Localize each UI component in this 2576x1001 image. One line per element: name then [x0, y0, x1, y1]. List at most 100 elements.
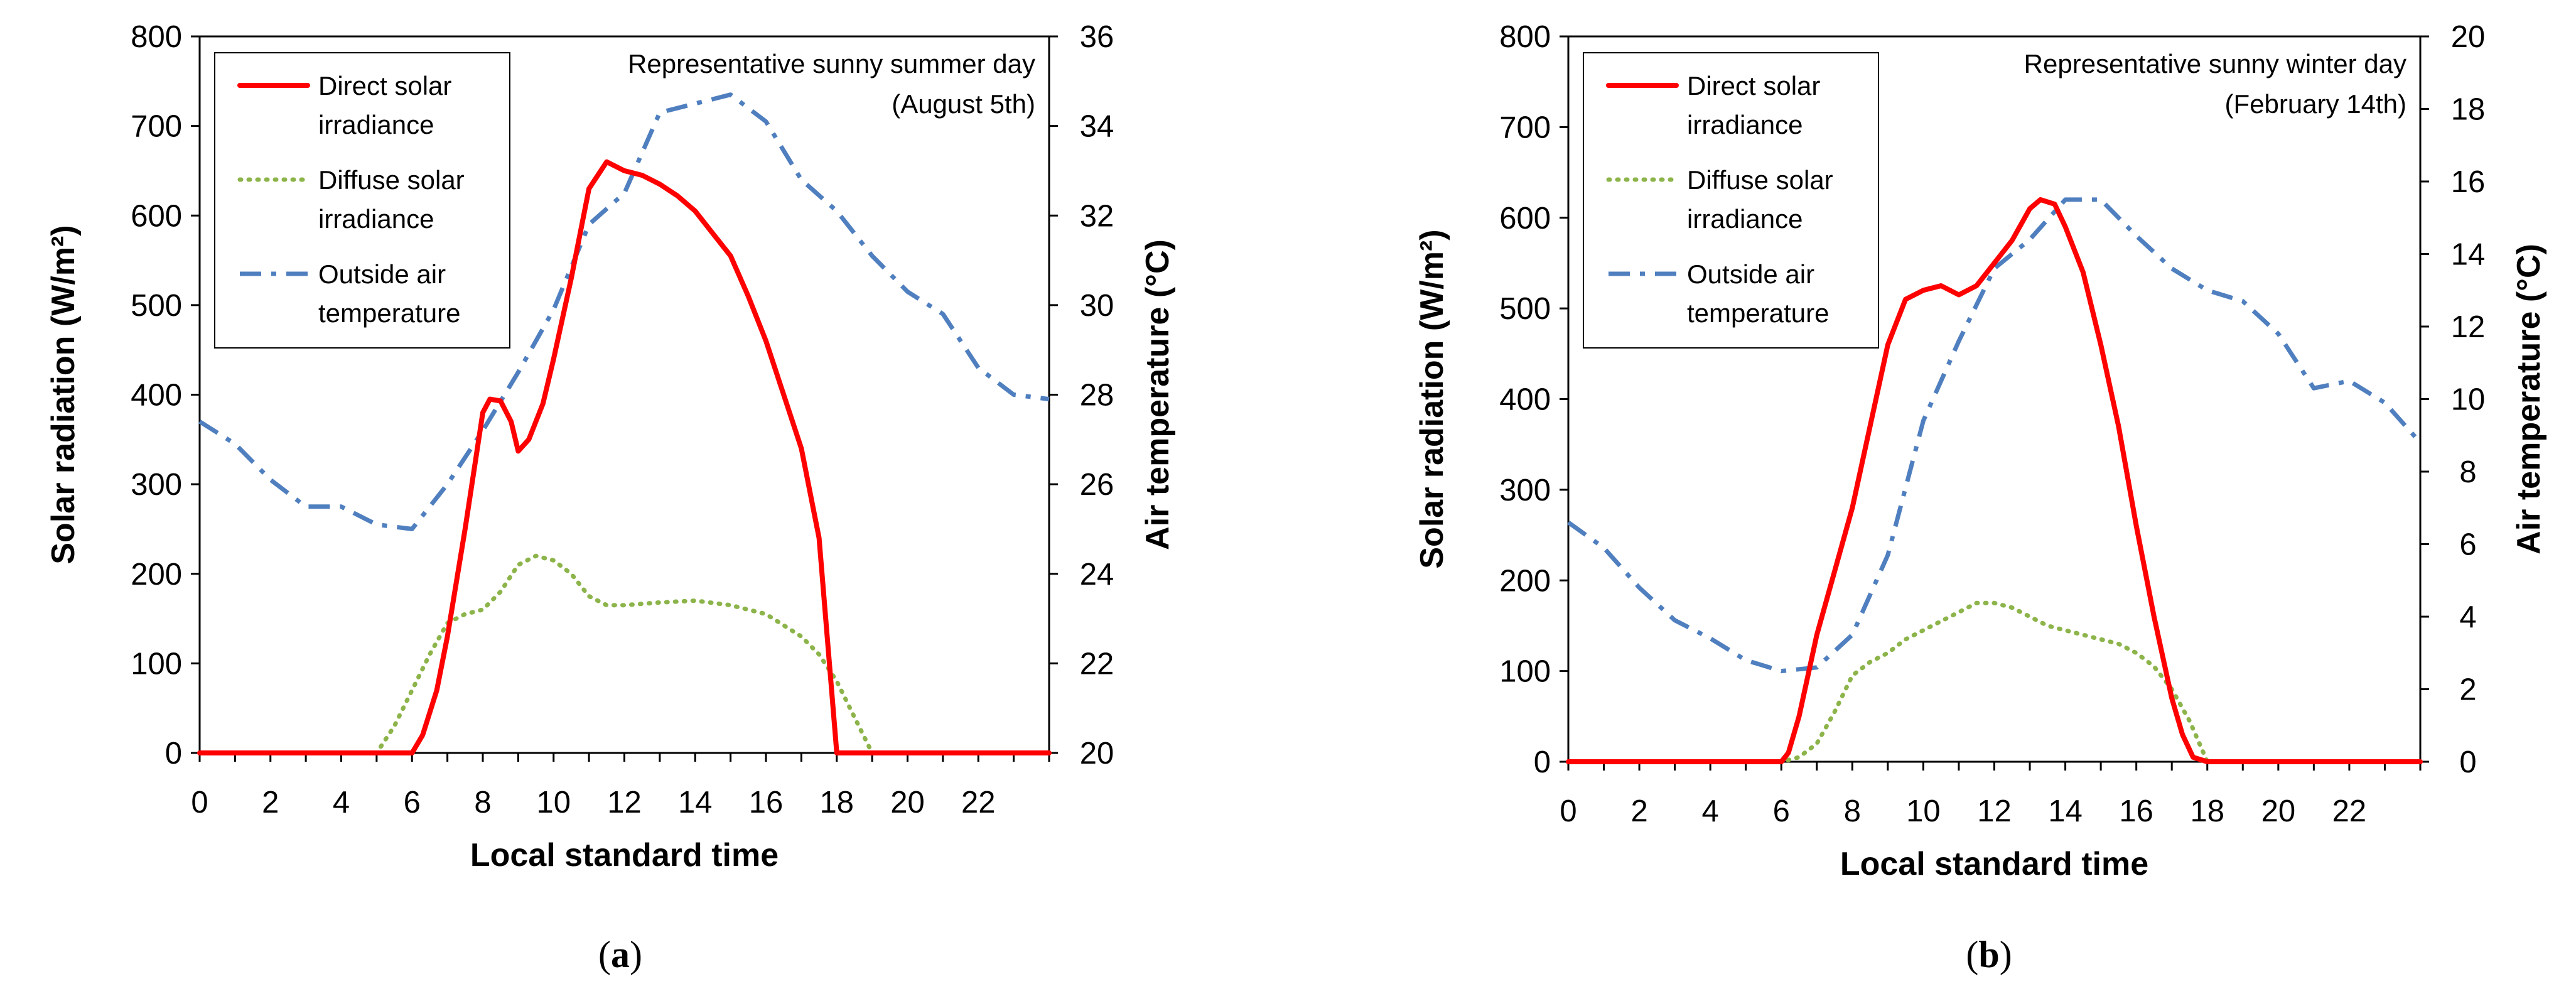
y2-tick-label: 28 — [1080, 379, 1114, 413]
y2-tick-label: 20 — [2451, 20, 2486, 54]
legend-box — [1583, 52, 1879, 349]
caption-letter: b — [1978, 934, 1999, 975]
legend: Direct solar irradiance Diffuse solar irrad… — [1583, 52, 1879, 349]
x-tick-label: 14 — [678, 786, 713, 820]
x-tick-label: 16 — [2119, 794, 2153, 828]
annotation-text: (February 14th) — [2225, 89, 2406, 119]
y-tick-label: 100 — [1499, 655, 1551, 689]
y2-tick-label: 12 — [2451, 310, 2486, 344]
legend-label-direct: irradiance — [1687, 110, 1803, 139]
y-tick-label: 200 — [131, 558, 182, 592]
legend: Direct solar irradiance Diffuse solar irrad… — [214, 52, 510, 349]
y-axis-title: Solar radiation (W/m²) — [1414, 229, 1450, 568]
x-tick-label: 6 — [1773, 794, 1790, 828]
y2-tick-label: 26 — [1080, 468, 1114, 502]
y-tick-label: 300 — [131, 468, 182, 502]
legend-label-temperature: Outside air — [1687, 259, 1814, 289]
x-tick-label: 4 — [1702, 794, 1719, 828]
x-axis-title: Local standard time — [470, 837, 779, 874]
chart-panel-b: 0100200300400500600700800024681012141618… — [1414, 20, 2547, 975]
y-tick-label: 0 — [165, 737, 182, 771]
y2-tick-label: 24 — [1080, 558, 1114, 592]
legend-label-direct: irradiance — [318, 110, 434, 139]
caption-open-paren: ( — [598, 934, 611, 975]
y2-tick-label: 6 — [2459, 528, 2476, 562]
figure-caption: (a) — [598, 934, 642, 975]
legend-label-temperature: Outside air — [318, 259, 446, 289]
y2-axis-title: Air temperature (°C) — [2511, 244, 2547, 555]
series-line-diffuse — [1566, 600, 2423, 764]
legend-box — [214, 52, 510, 349]
x-tick-label: 12 — [1977, 794, 2012, 828]
legend-label-temperature: temperature — [318, 298, 460, 328]
y-tick-label: 600 — [1499, 202, 1551, 235]
y2-tick-label: 30 — [1080, 289, 1114, 323]
y2-tick-label: 2 — [2459, 673, 2476, 707]
y-tick-label: 100 — [131, 647, 182, 681]
caption-close-paren: ) — [630, 934, 642, 975]
x-tick-label: 0 — [191, 786, 208, 820]
y2-tick-label: 16 — [2451, 165, 2486, 199]
series-line-temperature — [198, 92, 1050, 531]
y-tick-label: 400 — [1499, 383, 1551, 417]
x-tick-label: 2 — [262, 786, 279, 820]
figure-caption: (b) — [1966, 934, 2012, 975]
y-tick-label: 500 — [131, 289, 182, 323]
x-tick-label: 10 — [1906, 794, 1941, 828]
x-tick-label: 12 — [607, 786, 642, 820]
legend-label-diffuse: irradiance — [318, 204, 434, 234]
y-tick-label: 200 — [1499, 564, 1551, 598]
annotation-text: Representative sunny summer day — [628, 49, 1035, 78]
x-tick-label: 10 — [536, 786, 571, 820]
x-tick-label: 0 — [1560, 794, 1576, 828]
x-tick-label: 18 — [819, 786, 854, 820]
y-tick-label: 600 — [131, 199, 182, 233]
series-line-temperature — [1566, 197, 2422, 674]
y-axis-title: Solar radiation (W/m²) — [45, 225, 82, 564]
x-tick-label: 8 — [1844, 794, 1861, 828]
y2-tick-label: 4 — [2459, 600, 2476, 634]
annotation-text: (August 5th) — [892, 89, 1035, 119]
series-line-diffuse — [197, 553, 1052, 755]
caption-close-paren: ) — [2000, 934, 2012, 975]
y2-tick-label: 22 — [1080, 647, 1114, 681]
legend-label-diffuse: Diffuse solar — [1687, 165, 1833, 195]
x-tick-label: 20 — [890, 786, 925, 820]
y2-tick-label: 20 — [1080, 737, 1114, 771]
chart-panel-a: 0100200300400500600700800202224262830323… — [45, 20, 1176, 975]
y2-tick-label: 10 — [2451, 383, 2486, 417]
y-tick-label: 800 — [1499, 20, 1551, 54]
x-tick-label: 16 — [749, 786, 784, 820]
y-tick-label: 700 — [131, 110, 182, 144]
x-axis-title: Local standard time — [1840, 846, 2148, 882]
x-tick-label: 8 — [474, 786, 491, 820]
annotation-text: Representative sunny winter day — [2024, 49, 2406, 78]
y-tick-label: 800 — [131, 20, 182, 54]
series-line-direct — [1566, 197, 2423, 764]
x-tick-label: 6 — [404, 786, 421, 820]
legend-label-diffuse: irradiance — [1687, 204, 1803, 234]
legend-label-direct: Direct solar — [1687, 71, 1820, 100]
x-tick-label: 20 — [2261, 794, 2296, 828]
legend-label-diffuse: Diffuse solar — [318, 165, 465, 195]
x-tick-label: 2 — [1630, 794, 1647, 828]
y2-tick-label: 14 — [2451, 238, 2486, 272]
caption-letter: a — [611, 934, 630, 975]
x-tick-label: 4 — [333, 786, 350, 820]
y2-axis-title: Air temperature (°C) — [1140, 239, 1176, 550]
x-tick-label: 22 — [2332, 794, 2367, 828]
y2-tick-label: 0 — [2459, 745, 2476, 779]
y-tick-label: 700 — [1499, 111, 1551, 144]
legend-label-direct: Direct solar — [318, 71, 451, 100]
y2-tick-label: 8 — [2459, 455, 2476, 489]
y2-tick-label: 32 — [1080, 199, 1114, 233]
y2-tick-label: 18 — [2451, 93, 2486, 127]
series-line-direct — [197, 159, 1052, 755]
y2-tick-label: 36 — [1080, 20, 1114, 54]
caption-open-paren: ( — [1966, 934, 1978, 975]
x-tick-label: 18 — [2190, 794, 2224, 828]
x-tick-label: 14 — [2048, 794, 2083, 828]
y-tick-label: 0 — [1534, 745, 1551, 779]
y-tick-label: 400 — [131, 379, 182, 413]
